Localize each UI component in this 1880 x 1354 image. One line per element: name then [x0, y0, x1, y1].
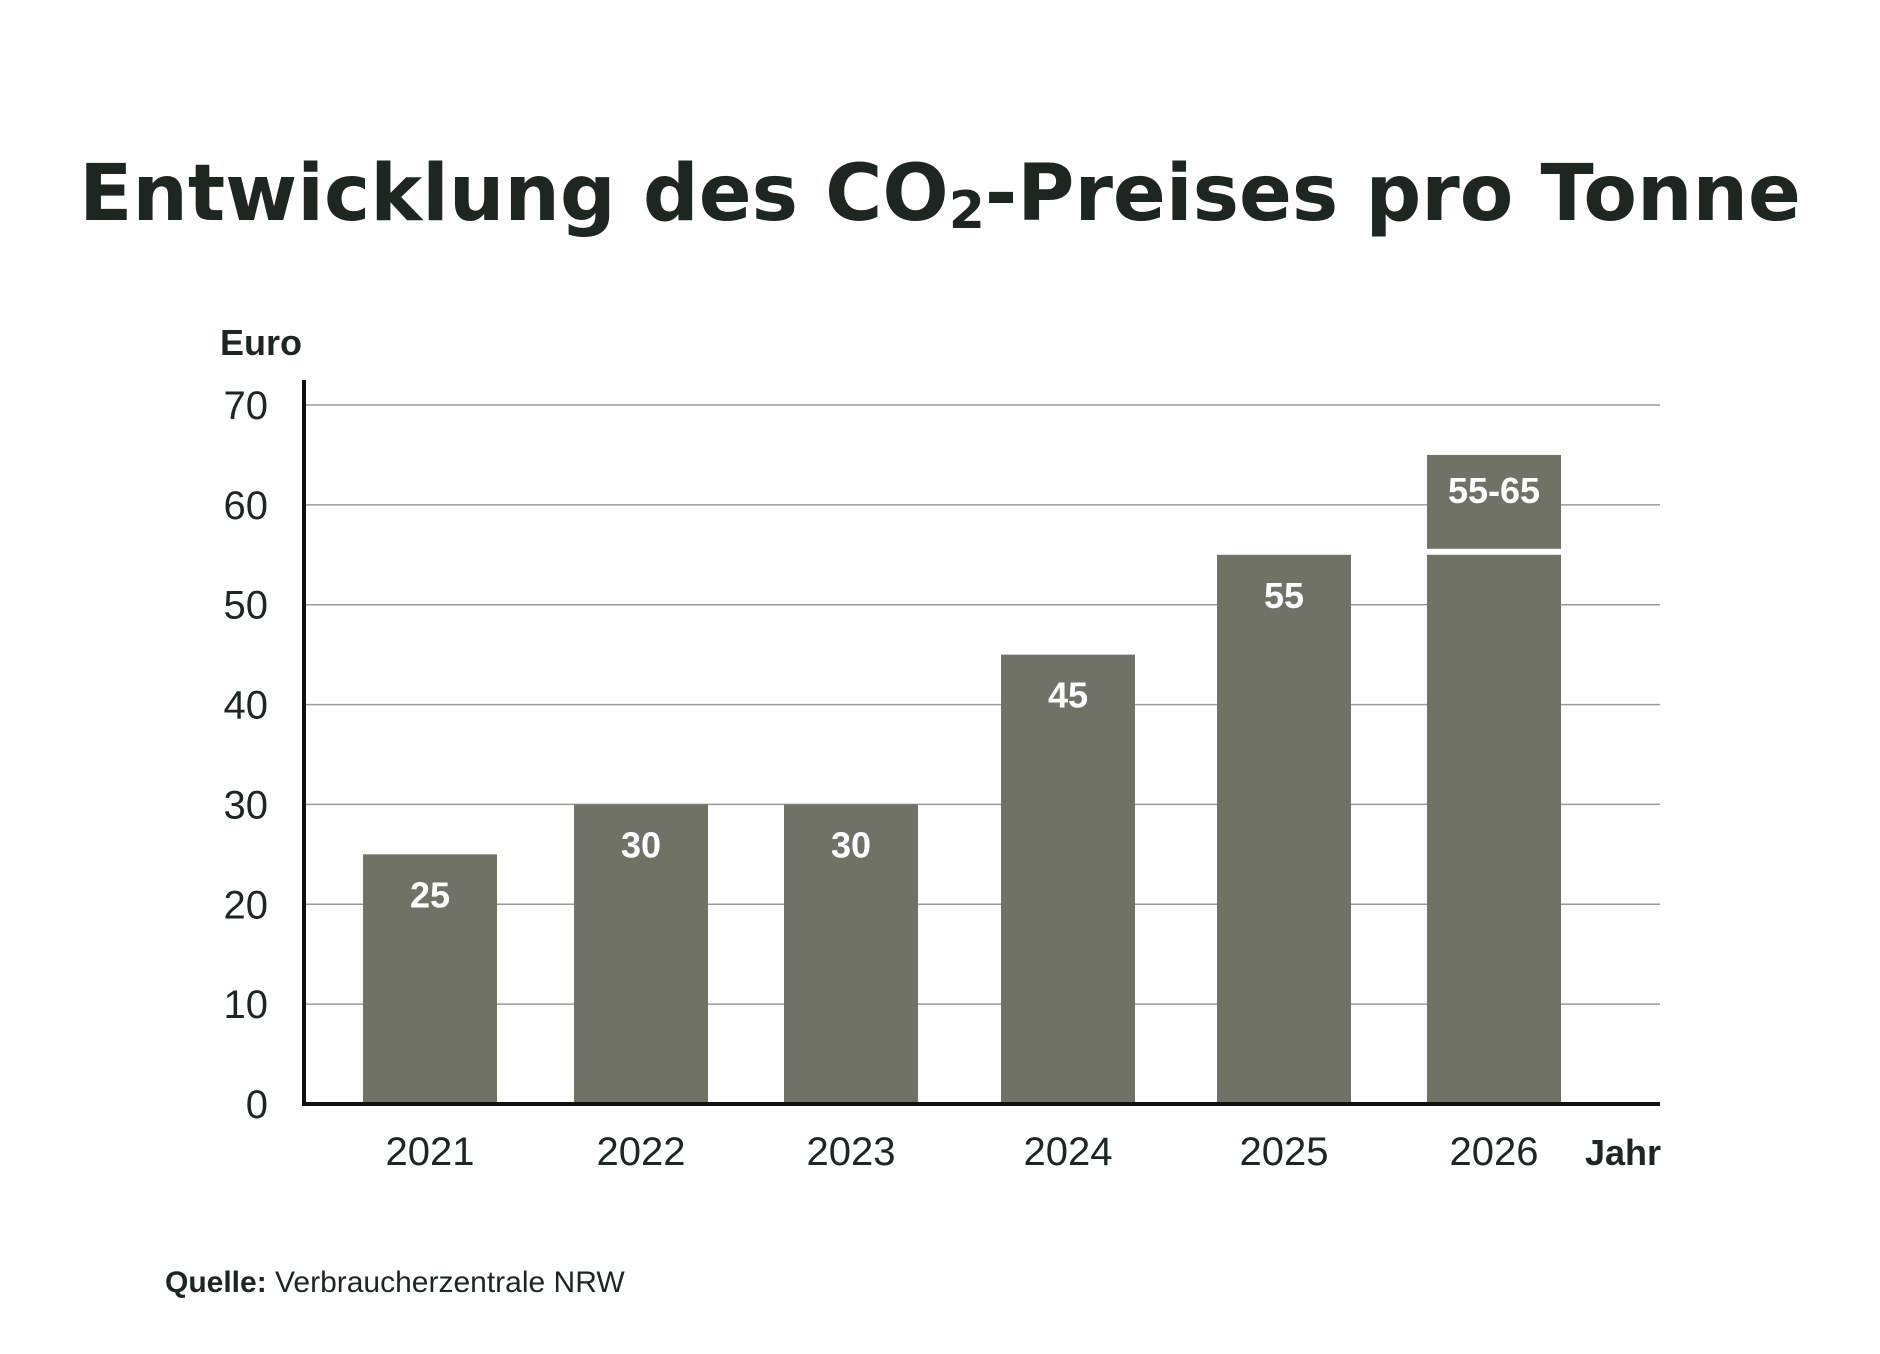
chart-title-part-1: Entwicklung des CO — [79, 149, 949, 239]
data-label: 25 — [410, 874, 450, 915]
chart-title-subscript: 2 — [949, 181, 985, 241]
y-tick-label: 20 — [224, 883, 269, 927]
chart-title: Entwicklung des CO2-Preises pro Tonne — [79, 149, 1801, 241]
source-text: Verbraucherzentrale NRW — [267, 1266, 626, 1299]
data-label: 55 — [1264, 575, 1304, 616]
y-tick-label: 60 — [224, 484, 269, 528]
data-label: 30 — [831, 824, 871, 865]
data-labels: 25 30 30 45 55 55-65 — [410, 470, 1540, 915]
x-axis-label: Jahr — [1585, 1132, 1661, 1173]
range-extension-bar — [1427, 454, 1561, 549]
x-tick-label: 2021 — [386, 1130, 475, 1174]
x-tick-labels: 2021 2022 2023 2024 2025 2026 — [386, 1130, 1539, 1174]
data-label: 30 — [621, 824, 661, 865]
bars — [363, 454, 1561, 1104]
y-tick-label: 0 — [246, 1083, 268, 1127]
x-tick-label: 2026 — [1450, 1130, 1539, 1174]
range-label: 55-65 — [1448, 470, 1540, 511]
y-tick-labels: 0 10 20 30 40 50 60 70 — [224, 384, 269, 1127]
y-tick-label: 30 — [224, 783, 269, 827]
gridlines — [304, 404, 1660, 1005]
y-tick-label: 10 — [224, 983, 269, 1027]
y-tick-label: 50 — [224, 584, 269, 628]
source-note: Quelle: Verbraucherzentrale NRW — [165, 1266, 625, 1299]
bar — [1217, 554, 1351, 1104]
x-tick-label: 2025 — [1240, 1130, 1329, 1174]
bar — [1001, 654, 1135, 1104]
x-tick-label: 2022 — [597, 1130, 686, 1174]
bar — [784, 804, 918, 1104]
bar — [1427, 554, 1561, 1104]
y-axis-label: Euro — [220, 322, 302, 363]
x-tick-label: 2023 — [807, 1130, 896, 1174]
source-label: Quelle: — [165, 1266, 267, 1299]
bar — [574, 804, 708, 1104]
y-tick-label: 40 — [224, 684, 269, 728]
y-tick-label: 70 — [224, 384, 269, 428]
chart-title-part-2: -Preises pro Tonne — [985, 149, 1801, 239]
x-tick-label: 2024 — [1024, 1130, 1113, 1174]
bar — [363, 854, 497, 1104]
data-label: 45 — [1048, 675, 1088, 716]
